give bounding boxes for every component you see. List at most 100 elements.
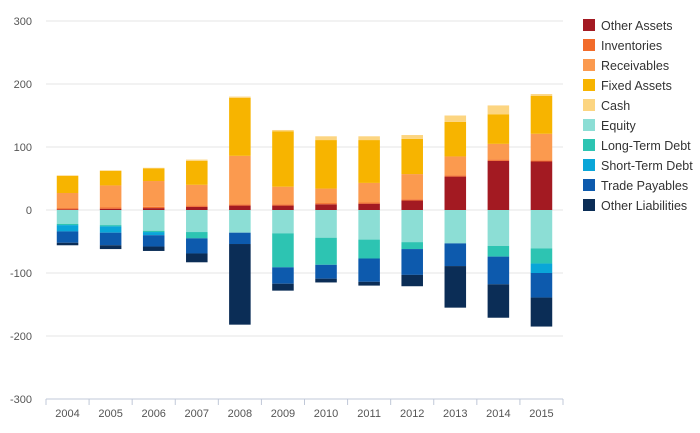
- bar-segment: [229, 96, 251, 98]
- legend-label: Fixed Assets: [601, 79, 672, 93]
- bar-segment: [444, 121, 467, 157]
- bar-segment: [530, 133, 553, 161]
- x-tick-label: 2005: [98, 408, 122, 420]
- x-tick-label: 2008: [228, 408, 252, 420]
- x-tick-label: 2015: [529, 408, 553, 420]
- axes: 300 200 100 0 -100 -200 -300 2004 2005 2006 2007 20…: [10, 16, 564, 420]
- bar-segment: [315, 136, 337, 141]
- bar-segment: [315, 237, 337, 265]
- y-tick-label: -100: [10, 268, 32, 280]
- bar-segment: [530, 94, 553, 96]
- y-tick-label: -300: [10, 394, 32, 406]
- bar-segment: [444, 176, 467, 210]
- x-tick-label: 2007: [185, 408, 209, 420]
- legend-label: Equity: [601, 119, 636, 133]
- bar-segment: [272, 210, 294, 234]
- bar-segment: [315, 140, 337, 189]
- bar-segment: [186, 232, 208, 239]
- x-tick-label: 2013: [443, 408, 467, 420]
- bar-segment: [444, 175, 467, 177]
- bar-segment: [444, 243, 467, 267]
- bar-segment: [487, 284, 510, 318]
- bar-segment: [530, 160, 553, 162]
- bar-segment: [99, 226, 122, 233]
- y-tick-label: 300: [14, 16, 32, 28]
- bar-segment: [401, 138, 423, 175]
- x-tick-label: 2009: [271, 408, 295, 420]
- bar-segment: [315, 204, 337, 210]
- bar-segment: [272, 283, 294, 291]
- bar-segment: [56, 223, 79, 226]
- x-tick-label: 2011: [357, 408, 381, 420]
- bar-segment: [358, 182, 380, 203]
- bar-segment: [530, 210, 553, 249]
- bar-segment: [358, 210, 380, 240]
- bar-segment: [315, 210, 337, 238]
- bar-segment: [315, 264, 337, 279]
- bar-segment: [315, 278, 337, 283]
- bar-segment: [358, 140, 380, 183]
- bar-segment: [229, 155, 251, 205]
- legend-label: Receivables: [601, 59, 669, 73]
- bar-segment: [142, 208, 165, 210]
- bar-segment: [401, 135, 423, 139]
- bar-segment: [487, 105, 510, 115]
- bar-segment: [99, 207, 122, 209]
- bar-segment: [358, 281, 380, 286]
- bar-segment: [99, 232, 122, 246]
- legend-swatch: [583, 99, 595, 111]
- bar-segment: [444, 266, 467, 308]
- bar-segment: [358, 203, 380, 210]
- legend-swatch: [583, 139, 595, 151]
- bar-segment: [401, 249, 423, 275]
- gridlines: [46, 20, 563, 337]
- bar-segment: [401, 200, 423, 210]
- bar-segment: [315, 188, 337, 204]
- bar-segment: [487, 256, 510, 285]
- legend-swatch: [583, 19, 595, 31]
- bar-segment: [401, 174, 423, 200]
- bar-segment: [186, 160, 208, 185]
- legend-swatch: [583, 199, 595, 211]
- bar-segment: [487, 159, 510, 161]
- bar-segment: [142, 210, 165, 231]
- bar-segment: [142, 235, 165, 247]
- bar-segment: [186, 206, 208, 210]
- bar-segment: [186, 210, 208, 233]
- bar-segment: [487, 160, 510, 210]
- bar-segment: [99, 185, 122, 208]
- bar-segment: [99, 245, 122, 250]
- legend-label: Trade Payables: [601, 179, 688, 193]
- bar-segment: [99, 170, 122, 171]
- bar-segment: [272, 204, 294, 206]
- bar-segment: [142, 232, 165, 236]
- bar-segment: [487, 210, 510, 246]
- bar-segment: [401, 210, 423, 243]
- bar-segment: [487, 114, 510, 144]
- x-tick-label: 2010: [314, 408, 338, 420]
- bar-segment: [142, 246, 165, 251]
- bar-segment: [142, 168, 165, 182]
- bar-segment: [56, 242, 79, 246]
- bar-segment: [229, 210, 251, 233]
- legend-swatch: [583, 39, 595, 51]
- x-tick-label: 2004: [55, 408, 79, 420]
- bar-segment: [358, 136, 380, 141]
- legend-label: Inventories: [601, 39, 662, 53]
- bar-segment: [142, 206, 165, 209]
- bar-segment: [229, 204, 251, 206]
- y-tick-label: -200: [10, 331, 32, 343]
- bar-segment: [56, 175, 79, 176]
- bars: [56, 94, 553, 327]
- bar-segment: [530, 263, 553, 273]
- y-tick-label: 0: [26, 205, 32, 217]
- bar-segment: [401, 242, 423, 250]
- bar-segment: [444, 115, 467, 122]
- bar-segment: [186, 159, 208, 161]
- x-tick-label: 2014: [486, 408, 510, 420]
- bar-segment: [530, 248, 553, 264]
- bar-segment: [530, 273, 553, 298]
- bar-segment: [487, 245, 510, 257]
- bar-segment: [186, 238, 208, 254]
